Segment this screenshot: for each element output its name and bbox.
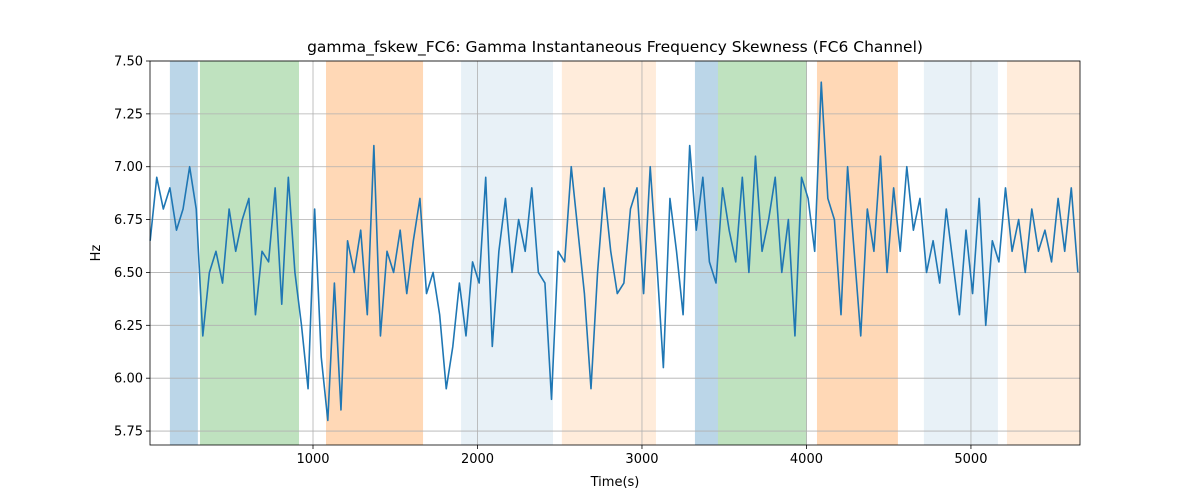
- y-tick-label: 6.00: [114, 372, 143, 387]
- x-tick-label: 3000: [625, 452, 658, 467]
- x-tick-label: 1000: [296, 452, 329, 467]
- plot-frame: [149, 60, 1081, 446]
- span: [694, 61, 718, 445]
- x-tick-label: 5000: [954, 452, 987, 467]
- x-tick-label: 2000: [461, 452, 494, 467]
- x-tick-label: 4000: [790, 452, 823, 467]
- y-tick-label: 7.25: [114, 107, 143, 122]
- span: [1006, 61, 1080, 445]
- y-tick-label: 7.00: [114, 160, 143, 175]
- y-tick-label: 6.75: [114, 213, 143, 228]
- span: [561, 61, 656, 445]
- span: [169, 61, 198, 445]
- span: [923, 61, 998, 445]
- y-tick-label: 7.50: [114, 55, 143, 70]
- y-tick-label: 6.50: [114, 266, 143, 281]
- y-axis-label: Hz: [89, 245, 104, 262]
- x-axis-label: Time(s): [590, 475, 640, 490]
- span: [461, 61, 553, 445]
- data-line: [149, 81, 1079, 422]
- chart-title: gamma_fskew_FC6: Gamma Instantaneous Fre…: [307, 38, 923, 57]
- y-tick-label: 5.75: [114, 425, 143, 440]
- span: [717, 61, 807, 445]
- span: [816, 61, 898, 445]
- y-tick-label: 6.25: [114, 319, 143, 334]
